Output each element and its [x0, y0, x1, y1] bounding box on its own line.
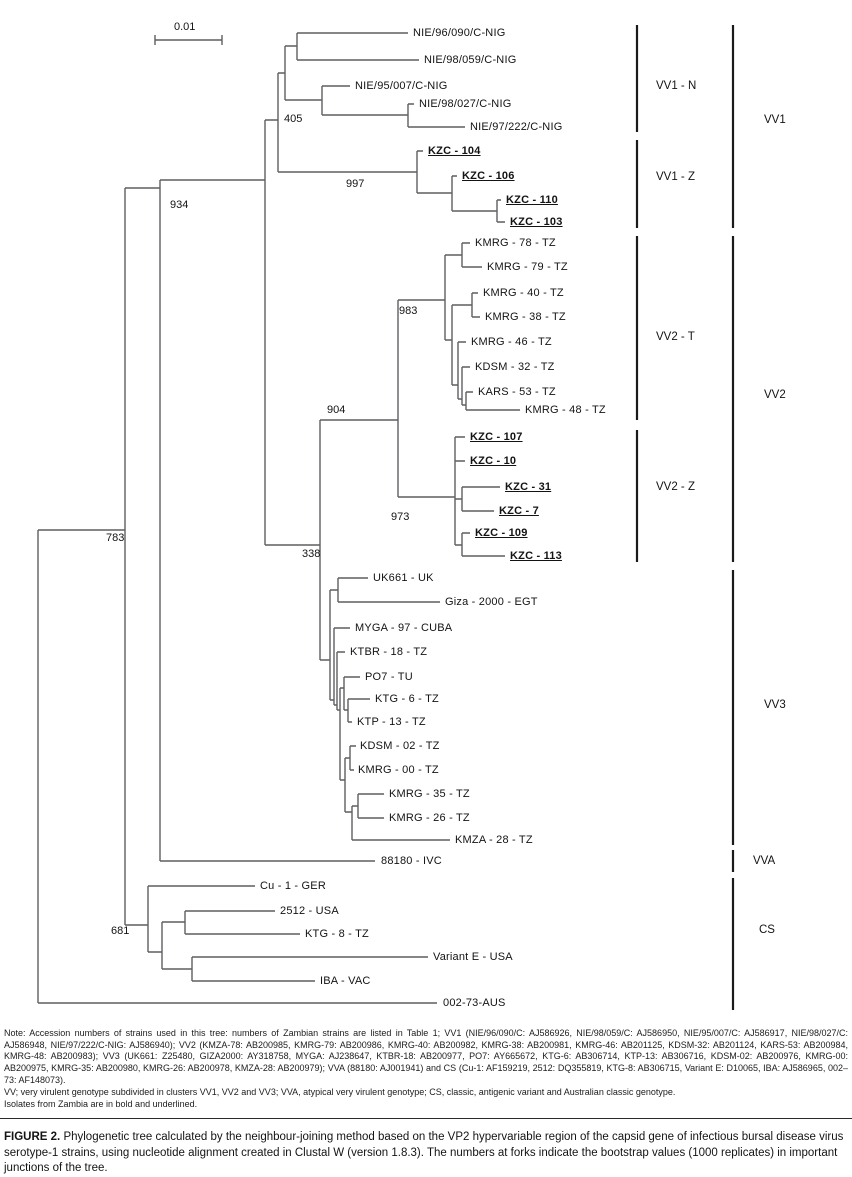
bootstrap-value: 934: [170, 199, 189, 211]
taxon-label-zambian: KZC - 104: [428, 145, 481, 157]
taxon-label: KMRG - 26 - TZ: [389, 812, 470, 824]
clade-label-cs: CS: [759, 924, 775, 936]
figure-caption: FIGURE 2. Phylogenetic tree calculated b…: [4, 1130, 848, 1177]
scale-bar: [154, 35, 223, 45]
taxon-label: NIE/98/059/C-NIG: [424, 54, 517, 66]
taxon-label: KTG - 6 - TZ: [375, 693, 439, 705]
taxon-label: Giza - 2000 - EGT: [445, 596, 538, 608]
note-genotype-key: VV; very virulent genotype subdivided in…: [4, 1087, 676, 1098]
taxon-label: Variant E - USA: [433, 951, 513, 963]
taxon-label: NIE/98/027/C-NIG: [419, 98, 512, 110]
taxon-label-zambian: KZC - 113: [510, 550, 562, 562]
figure-caption-text: Phylogenetic tree calculated by the neig…: [4, 1131, 844, 1175]
clade-label-vv1: VV1: [764, 114, 786, 126]
clade-label-vv2: VV2: [764, 389, 786, 401]
caption-divider: [0, 1118, 852, 1119]
group-brackets: [635, 25, 735, 1010]
taxon-label: IBA - VAC: [320, 975, 371, 987]
bootstrap-value: 338: [302, 548, 321, 560]
clade-label-vv3: VV3: [764, 699, 786, 711]
taxon-label: 88180 - IVC: [381, 855, 442, 867]
taxon-label: KMRG - 40 - TZ: [483, 287, 564, 299]
taxon-label: KTBR - 18 - TZ: [350, 646, 428, 658]
taxon-label: KTG - 8 - TZ: [305, 928, 369, 940]
taxon-label: KMRG - 78 - TZ: [475, 237, 556, 249]
taxon-label-zambian: KZC - 110: [506, 194, 558, 206]
taxon-label: PO7 - TU: [365, 671, 413, 683]
taxon-label: NIE/97/222/C-NIG: [470, 121, 563, 133]
taxon-label: KMRG - 46 - TZ: [471, 336, 552, 348]
tree-branches: [37, 32, 520, 1004]
taxon-label-zambian: KZC - 31: [505, 481, 552, 493]
bootstrap-value: 405: [284, 113, 303, 125]
taxon-label: KMRG - 00 - TZ: [358, 764, 439, 776]
figure-caption-label: FIGURE 2.: [4, 1131, 61, 1143]
bootstrap-value: 983: [399, 305, 418, 317]
taxon-label: 2512 - USA: [280, 905, 339, 917]
taxon-label: KMRG - 38 - TZ: [485, 311, 566, 323]
taxon-label: Cu - 1 - GER: [260, 880, 326, 892]
taxon-label: MYGA - 97 - CUBA: [355, 622, 453, 634]
taxon-label: KTP - 13 - TZ: [357, 716, 426, 728]
bootstrap-value: 904: [327, 404, 346, 416]
taxon-label-zambian: KZC - 7: [499, 505, 539, 517]
taxon-label: KARS - 53 - TZ: [478, 386, 556, 398]
taxon-label-zambian: KZC - 107: [470, 431, 523, 443]
taxon-label: NIE/95/007/C-NIG: [355, 80, 448, 92]
scale-bar-label: 0.01: [174, 21, 196, 33]
taxon-label: KMRG - 48 - TZ: [525, 404, 606, 416]
taxon-label: KMRG - 35 - TZ: [389, 788, 470, 800]
taxon-label-zambian: KZC - 106: [462, 170, 515, 182]
bootstrap-value: 783: [106, 532, 125, 544]
taxon-label: KMZA - 28 - TZ: [455, 834, 533, 846]
note-zambia: Isolates from Zambia are in bold and und…: [4, 1099, 198, 1110]
clade-label-vv1-z: VV1 - Z: [656, 171, 695, 183]
clade-label-vv1-n: VV1 - N: [656, 80, 697, 92]
bootstrap-value: 681: [111, 925, 130, 937]
taxon-label-zambian: KZC - 103: [510, 216, 563, 228]
taxon-label: KDSM - 32 - TZ: [475, 361, 555, 373]
note-accessions: Note: Accession numbers of strains used …: [4, 1028, 848, 1085]
figure-notes: Note: Accession numbers of strains used …: [4, 1028, 848, 1111]
taxon-label: UK661 - UK: [373, 572, 434, 584]
bootstrap-value: 997: [346, 178, 365, 190]
clade-label-vva: VVA: [753, 855, 776, 867]
taxon-label: KMRG - 79 - TZ: [487, 261, 568, 273]
taxon-label: KDSM - 02 - TZ: [360, 740, 440, 752]
taxon-label: NIE/96/090/C-NIG: [413, 27, 506, 39]
tree-lines-svg: [37, 25, 735, 1010]
taxon-label-zambian: KZC - 109: [475, 527, 528, 539]
clade-label-vv2-z: VV2 - Z: [656, 481, 695, 493]
taxon-label-zambian: KZC - 10: [470, 455, 517, 467]
clade-label-vv2-t: VV2 - T: [656, 331, 695, 343]
bootstrap-value: 973: [391, 511, 410, 523]
taxon-label: 002-73-AUS: [443, 997, 506, 1009]
